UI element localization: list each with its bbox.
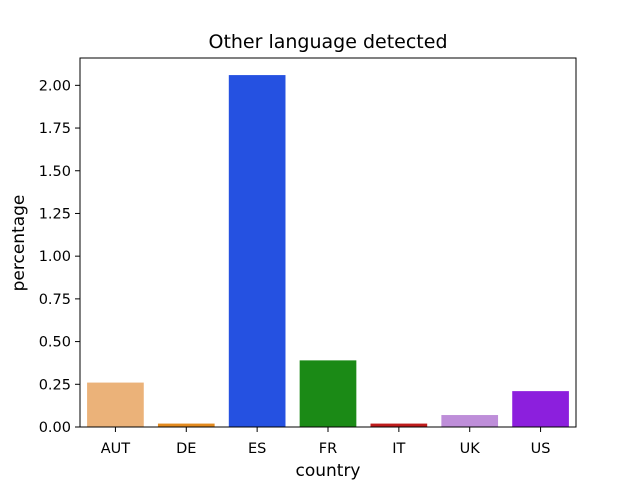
bar-uk [441,415,499,427]
x-tick-label: UK [460,441,481,457]
bar-aut [87,382,144,427]
x-tick-label: DE [176,441,196,457]
bar-series [87,75,569,427]
y-tick-label: 0.25 [39,377,71,393]
x-axis-label: country [295,461,360,480]
y-axis-ticks: 0.00 0.25 0.50 0.75 1.00 1.25 1.50 1.75 2.00 [39,78,80,436]
x-tick-label: IT [392,441,405,457]
bar-it [370,423,428,427]
y-tick-label: 0.50 [39,335,71,351]
y-tick-label: 1.50 [39,164,71,180]
bar-fr [299,360,357,427]
y-tick-label: 1.75 [39,121,71,137]
y-tick-label: 1.25 [39,206,71,222]
x-tick-label: AUT [101,441,131,457]
y-tick-label: 2.00 [39,78,71,94]
y-tick-label: 1.00 [39,249,71,265]
x-tick-label: US [531,441,551,457]
y-tick-label: 0.00 [39,420,71,436]
bar-de [157,423,215,427]
x-tick-label: ES [248,441,266,457]
bar-es [228,75,286,427]
y-tick-label: 0.75 [39,292,71,308]
y-axis-label: percentage [9,195,29,292]
bar-us [512,391,569,427]
chart-title: Other language detected [208,31,447,53]
plot-frame [79,57,577,428]
x-tick-label: FR [319,441,337,457]
x-axis-ticks: AUT DE ES FR IT UK US [101,427,551,457]
